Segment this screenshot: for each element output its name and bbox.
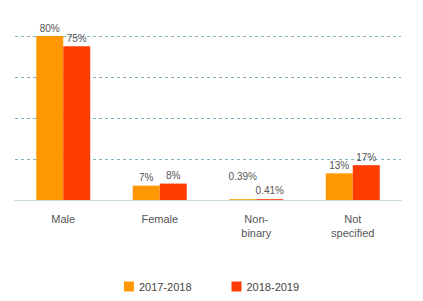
svg-text:specified: specified [331,227,374,239]
svg-text:Non-: Non- [244,213,268,225]
svg-text:17%: 17% [356,152,376,163]
svg-text:7%: 7% [139,172,154,183]
svg-text:0.39%: 0.39% [229,171,257,182]
svg-text:2018-2019: 2018-2019 [247,281,300,293]
svg-text:Male: Male [51,213,75,225]
svg-text:binary: binary [241,227,271,239]
svg-text:80%: 80% [40,23,60,34]
svg-text:0.41%: 0.41% [256,185,284,196]
svg-text:Female: Female [141,213,178,225]
svg-text:2017-2018: 2017-2018 [139,281,192,293]
svg-text:13%: 13% [329,160,349,171]
svg-text:8%: 8% [166,170,181,181]
svg-text:75%: 75% [67,33,87,44]
svg-text:Not: Not [344,213,361,225]
